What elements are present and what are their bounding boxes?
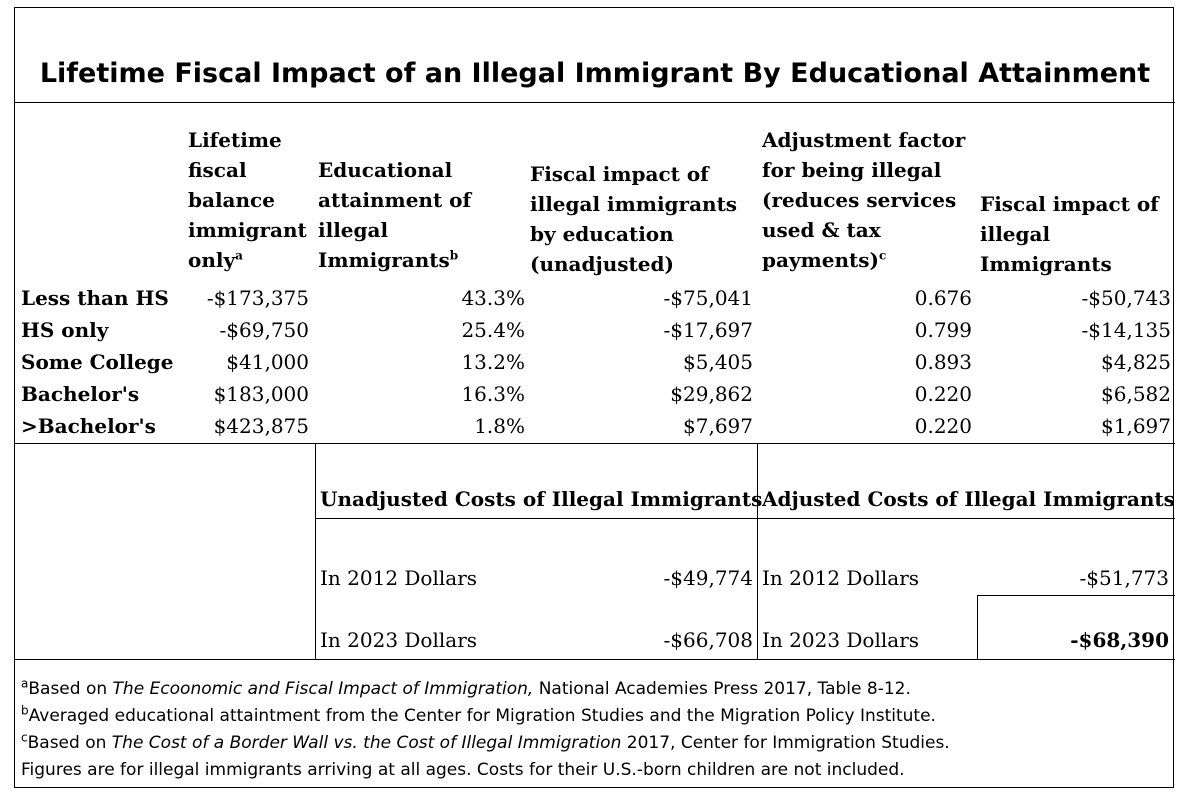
- footnote-source-title: The Ecoonomic and Fiscal Impact of Immig…: [112, 679, 534, 699]
- unadjusted-impact-value: $7,697: [683, 414, 753, 438]
- unadjusted-2012-value: -$49,774: [663, 566, 753, 590]
- header-line: Fiscal impact of: [530, 162, 709, 186]
- footnote-marker: b: [21, 703, 29, 718]
- header-line: Fiscal impact of: [980, 192, 1159, 216]
- table-row: >Bachelor's $423,875 1.8% $7,697 0.220 $…: [15, 410, 1175, 442]
- header-line: for being illegal: [762, 158, 942, 182]
- adjusted-impact-value: $6,582: [1101, 382, 1171, 406]
- footnote-text: Based on: [28, 679, 113, 699]
- unadjusted-impact-value: $5,405: [683, 350, 753, 374]
- adjusted-impact-value: -$14,135: [1081, 318, 1171, 342]
- unadjusted-impact-value: -$75,041: [663, 286, 753, 310]
- lifetime-balance-value: $423,875: [213, 414, 309, 438]
- sheet-title: Lifetime Fiscal Impact of an Illegal Imm…: [39, 58, 1151, 89]
- row-label: Some College: [21, 350, 174, 374]
- header-line: Adjustment factor: [762, 128, 966, 152]
- header-fiscal-impact-adjusted: Fiscal impact of illegal Immigrants: [980, 189, 1159, 279]
- header-line: (reduces services: [762, 188, 957, 212]
- adjustment-factor-value: 0.676: [914, 286, 972, 310]
- adjusted-2023-value: -$68,390: [1070, 628, 1169, 652]
- adjusted-2012-value: -$51,773: [1079, 566, 1169, 590]
- header-line: only: [188, 248, 236, 272]
- unadjusted-impact-value: $29,862: [670, 382, 753, 406]
- table-divider: [15, 443, 1175, 444]
- lifetime-balance-value: $183,000: [213, 382, 309, 406]
- attainment-share-value: 1.8%: [474, 414, 525, 438]
- header-line: illegal: [318, 218, 389, 242]
- footnote-marker: a: [21, 676, 29, 691]
- header-line: Immigrants: [980, 252, 1112, 276]
- footnote-marker: c: [21, 730, 28, 745]
- adjusted-costs-header: Adjusted Costs of Illegal Immigrants: [762, 487, 1175, 511]
- footnote-text: 2017, Center for Immigration Studies.: [621, 733, 950, 753]
- row-label: HS only: [21, 318, 109, 342]
- footnote-marker: c: [878, 248, 887, 263]
- header-lifetime-balance: Lifetime fiscal balance immigrant onlya: [188, 125, 307, 275]
- header-line: illegal: [980, 222, 1051, 246]
- adjustment-factor-value: 0.220: [914, 382, 972, 406]
- adjusted-impact-value: $1,697: [1101, 414, 1171, 438]
- row-label: Less than HS: [21, 286, 169, 310]
- adjusted-impact-value: $4,825: [1101, 350, 1171, 374]
- fiscal-impact-sheet: Lifetime Fiscal Impact of an Illegal Imm…: [14, 7, 1175, 788]
- row-label: >Bachelor's: [21, 414, 156, 438]
- header-line: Immigrants: [318, 248, 450, 272]
- header-line: payments): [762, 248, 879, 272]
- adjusted-impact-value: -$50,743: [1081, 286, 1171, 310]
- header-line: Educational: [318, 158, 453, 182]
- highlight-cell-left: [977, 595, 978, 659]
- unadjusted-2023-label: In 2023 Dollars: [320, 628, 478, 652]
- attainment-share-value: 16.3%: [461, 382, 525, 406]
- footnote-a: aBased on The Ecoonomic and Fiscal Impac…: [21, 677, 911, 701]
- adjustment-factor-value: 0.893: [914, 350, 972, 374]
- table-row: Less than HS -$173,375 43.3% -$75,041 0.…: [15, 282, 1175, 314]
- header-line: used & tax: [762, 218, 881, 242]
- header-line: (unadjusted): [530, 252, 674, 276]
- header-line: balance: [188, 188, 275, 212]
- summary-header-divider: [315, 518, 1175, 519]
- lifetime-balance-value: -$173,375: [206, 286, 309, 310]
- unadjusted-impact-value: -$17,697: [663, 318, 753, 342]
- unadjusted-2012-label: In 2012 Dollars: [320, 566, 478, 590]
- header-line: illegal immigrants: [530, 192, 738, 216]
- header-line: Lifetime: [188, 128, 282, 152]
- footnote-source-title: The Cost of a Border Wall vs. the Cost o…: [111, 733, 622, 753]
- header-line: fiscal: [188, 158, 247, 182]
- unadjusted-2023-value: -$66,708: [663, 628, 753, 652]
- title-divider: [15, 102, 1175, 103]
- lifetime-balance-value: -$69,750: [219, 318, 309, 342]
- highlight-cell-top: [977, 595, 1175, 596]
- attainment-share-value: 13.2%: [461, 350, 525, 374]
- table-row: HS only -$69,750 25.4% -$17,697 0.799 -$…: [15, 314, 1175, 346]
- footnote-c: cBased on The Cost of a Border Wall vs. …: [21, 731, 950, 755]
- row-label: Bachelor's: [21, 382, 140, 406]
- header-line: by education: [530, 222, 674, 246]
- footnotes-divider: [15, 659, 1175, 660]
- adjustment-factor-value: 0.799: [914, 318, 972, 342]
- adjustment-factor-value: 0.220: [914, 414, 972, 438]
- table-row: Bachelor's $183,000 16.3% $29,862 0.220 …: [15, 378, 1175, 410]
- summary-left-border: [315, 443, 316, 659]
- attainment-share-value: 43.3%: [461, 286, 525, 310]
- footnote-text: National Academies Press 2017, Table 8-1…: [533, 679, 911, 699]
- lifetime-balance-value: $41,000: [226, 350, 309, 374]
- footnote-marker: a: [235, 248, 243, 263]
- footnote-text: Based on: [27, 733, 112, 753]
- footnote-d: Figures are for illegal immigrants arriv…: [21, 758, 905, 782]
- attainment-share-value: 25.4%: [461, 318, 525, 342]
- footnote-text: Figures are for illegal immigrants arriv…: [21, 760, 905, 780]
- footnote-text: Averaged educational attaintment from th…: [28, 706, 936, 726]
- header-fiscal-impact-unadjusted: Fiscal impact of illegal immigrants by e…: [530, 159, 737, 279]
- header-educational-attainment: Educational attainment of illegal Immigr…: [318, 155, 471, 275]
- header-line: immigrant: [188, 218, 307, 242]
- unadjusted-costs-header: Unadjusted Costs of Illegal Immigrants: [320, 487, 763, 511]
- summary-middle-border: [757, 443, 758, 659]
- table-row: Some College $41,000 13.2% $5,405 0.893 …: [15, 346, 1175, 378]
- adjusted-2023-label: In 2023 Dollars: [762, 628, 920, 652]
- footnote-marker: b: [449, 248, 459, 263]
- header-line: attainment of: [318, 188, 472, 212]
- footnote-b: bAveraged educational attaintment from t…: [21, 704, 936, 728]
- header-adjustment-factor: Adjustment factor for being illegal (red…: [762, 125, 965, 275]
- adjusted-2012-label: In 2012 Dollars: [762, 566, 920, 590]
